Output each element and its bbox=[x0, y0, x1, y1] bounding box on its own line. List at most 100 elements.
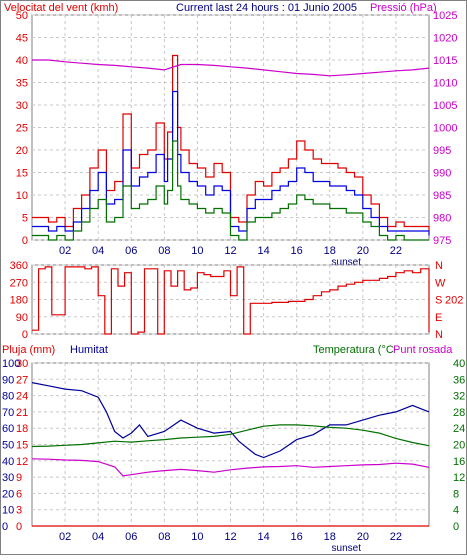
direction-ytick-1: 90 bbox=[16, 312, 28, 324]
wind-xtick-9: 20 bbox=[357, 245, 369, 257]
climate-xtick-8: 18 bbox=[324, 531, 336, 543]
wind-xtick-6: 14 bbox=[257, 245, 269, 257]
temperature-title: Temperatura (°C bbox=[313, 344, 394, 356]
wind-xtick-7: 16 bbox=[291, 245, 303, 257]
climate-xtick-0: 02 bbox=[59, 531, 71, 543]
humidity-ytick-8: 80 bbox=[2, 391, 14, 403]
wind-xtick-2: 06 bbox=[125, 245, 137, 257]
humidity-ytick-0: 0 bbox=[2, 521, 8, 533]
climate-xtick-7: 16 bbox=[291, 531, 303, 543]
humidity-ytick-9: 90 bbox=[2, 374, 14, 386]
direction-current-value: 202 bbox=[445, 295, 463, 307]
pressure-ytick-8: 1015 bbox=[433, 55, 457, 67]
wind-xtick-5: 12 bbox=[224, 245, 236, 257]
wind-pressure-panel: 0510152025303540455097598098599099510001… bbox=[16, 10, 458, 268]
rain-ytick-5: 15 bbox=[16, 440, 28, 452]
wind-ytick-6: 30 bbox=[16, 100, 28, 112]
series-pressure-line bbox=[32, 59, 430, 77]
series-temperature-line bbox=[31, 424, 430, 448]
wind-ytick-7: 35 bbox=[16, 78, 28, 90]
pressure-ytick-5: 1000 bbox=[433, 123, 457, 135]
wind-ytick-5: 25 bbox=[16, 123, 28, 135]
humidity-ytick-6: 60 bbox=[2, 423, 14, 435]
pressure-title: Pressió (hPa) bbox=[370, 2, 437, 14]
wind-xtick-10: 22 bbox=[390, 245, 402, 257]
climate-xtick-6: 14 bbox=[257, 531, 269, 543]
temperature-ytick-3: 12 bbox=[453, 472, 465, 484]
series-direction-line bbox=[32, 266, 430, 335]
direction-ytick-4: 360 bbox=[10, 260, 28, 272]
rain-ytick-6: 18 bbox=[16, 423, 28, 435]
climate-xtick-2: 06 bbox=[125, 531, 137, 543]
temperature-ytick-7: 28 bbox=[453, 407, 465, 419]
wind-ytick-1: 5 bbox=[22, 213, 28, 225]
wind-xtick-1: 04 bbox=[92, 245, 104, 257]
humidity-title: Humitat bbox=[70, 344, 108, 356]
pressure-ytick-4: 995 bbox=[433, 145, 451, 157]
temperature-ytick-0: 0 bbox=[453, 521, 459, 533]
series-humidity-line bbox=[31, 382, 430, 459]
series-gust-line bbox=[32, 54, 430, 231]
temperature-ytick-10: 40 bbox=[453, 358, 465, 370]
pressure-ytick-7: 1010 bbox=[433, 78, 457, 90]
direction-compass-4: N bbox=[435, 260, 443, 272]
climate-xtick-5: 12 bbox=[224, 531, 236, 543]
chart-title: Current last 24 hours : 01 Junio 2005 bbox=[176, 2, 357, 14]
climate-xtick-1: 04 bbox=[92, 531, 104, 543]
wind-xtick-8: 18 bbox=[324, 245, 336, 257]
rain-ytick-1: 3 bbox=[16, 505, 22, 517]
wind-ytick-2: 10 bbox=[16, 190, 28, 202]
wind-ytick-3: 15 bbox=[16, 168, 28, 180]
climate-xtick-9: 20 bbox=[357, 531, 369, 543]
wind-xtick-3: 08 bbox=[158, 245, 170, 257]
direction-compass-3: W bbox=[435, 277, 446, 289]
pressure-ytick-3: 990 bbox=[433, 168, 451, 180]
direction-compass-2: S bbox=[435, 295, 442, 307]
humidity-ytick-5: 50 bbox=[2, 440, 14, 452]
humidity-ytick-10: 100 bbox=[2, 358, 20, 370]
temperature-ytick-9: 36 bbox=[453, 374, 465, 386]
series-dewpoint-line bbox=[31, 458, 430, 477]
pressure-ytick-2: 985 bbox=[433, 190, 451, 202]
temperature-ytick-2: 8 bbox=[453, 488, 459, 500]
temperature-ytick-5: 20 bbox=[453, 440, 465, 452]
wind-xtick-0: 02 bbox=[59, 245, 71, 257]
humidity-ytick-1: 10 bbox=[2, 505, 14, 517]
direction-compass-1: E bbox=[435, 312, 442, 324]
wind-xtick-4: 10 bbox=[191, 245, 203, 257]
pressure-ytick-10: 1025 bbox=[433, 10, 457, 22]
humidity-ytick-3: 30 bbox=[2, 472, 14, 484]
rain-ytick-4: 12 bbox=[16, 456, 28, 468]
direction-ytick-3: 270 bbox=[10, 277, 28, 289]
wind-ytick-0: 0 bbox=[22, 235, 28, 247]
direction-ytick-0: 0 bbox=[22, 329, 28, 341]
pressure-ytick-6: 1005 bbox=[433, 100, 457, 112]
climate-xtick-10: 22 bbox=[390, 531, 402, 543]
direction-compass-0: N bbox=[435, 329, 443, 341]
pressure-ytick-9: 1020 bbox=[433, 33, 457, 45]
direction-ytick-2: 180 bbox=[10, 295, 28, 307]
temperature-ytick-6: 24 bbox=[453, 423, 465, 435]
series-minimum-line bbox=[32, 140, 429, 241]
temperature-ytick-1: 4 bbox=[453, 505, 459, 517]
dewpoint-title: Punt rosada bbox=[393, 344, 453, 356]
rain-ytick-8: 24 bbox=[16, 391, 28, 403]
pressure-ytick-1: 980 bbox=[433, 213, 451, 225]
temperature-ytick-4: 16 bbox=[453, 456, 465, 468]
climate-xtick-4: 10 bbox=[191, 531, 203, 543]
climate-xtick-3: 08 bbox=[158, 531, 170, 543]
wind-ytick-8: 40 bbox=[16, 55, 28, 67]
climate-sunset-label: sunset bbox=[332, 543, 362, 554]
humidity-ytick-7: 70 bbox=[2, 407, 14, 419]
temperature-ytick-8: 32 bbox=[453, 391, 465, 403]
rain-ytick-0: 0 bbox=[16, 521, 22, 533]
wind-ytick-10: 50 bbox=[16, 10, 28, 22]
rain-ytick-10: 30 bbox=[16, 358, 28, 370]
rain-ytick-9: 27 bbox=[16, 374, 28, 386]
wind-ytick-4: 20 bbox=[16, 145, 28, 157]
wind-speed-title: Velocitat del vent (kmh) bbox=[4, 2, 118, 14]
rain-ytick-2: 6 bbox=[16, 488, 22, 500]
